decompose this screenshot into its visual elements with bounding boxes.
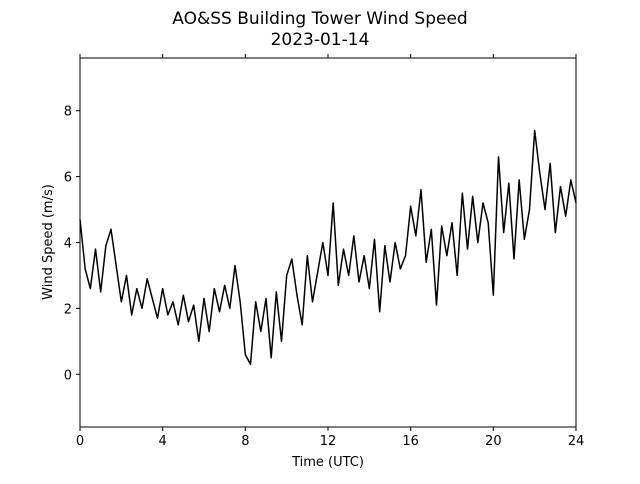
x-axis-label: Time (UTC) xyxy=(291,455,364,470)
x-tick-label: 8 xyxy=(241,434,249,449)
x-tick-label: 4 xyxy=(159,434,167,449)
x-tick-label: 12 xyxy=(320,434,337,449)
chart-subtitle: 2023-01-14 xyxy=(271,30,370,50)
y-tick-label: 2 xyxy=(64,302,72,317)
x-tick-label: 20 xyxy=(485,434,502,449)
y-tick-label: 6 xyxy=(64,171,72,186)
y-axis-label: Wind Speed (m/s) xyxy=(41,184,56,300)
x-tick-label: 24 xyxy=(568,434,585,449)
plot-frame xyxy=(79,57,577,428)
y-tick-label: 0 xyxy=(64,368,72,383)
y-tick-label: 8 xyxy=(64,105,72,120)
chart-title: AO&SS Building Tower Wind Speed xyxy=(172,9,467,29)
x-tick-label: 16 xyxy=(402,434,419,449)
x-tick-label: 0 xyxy=(76,434,84,449)
y-tick-label: 4 xyxy=(64,237,72,252)
line xyxy=(79,129,577,366)
